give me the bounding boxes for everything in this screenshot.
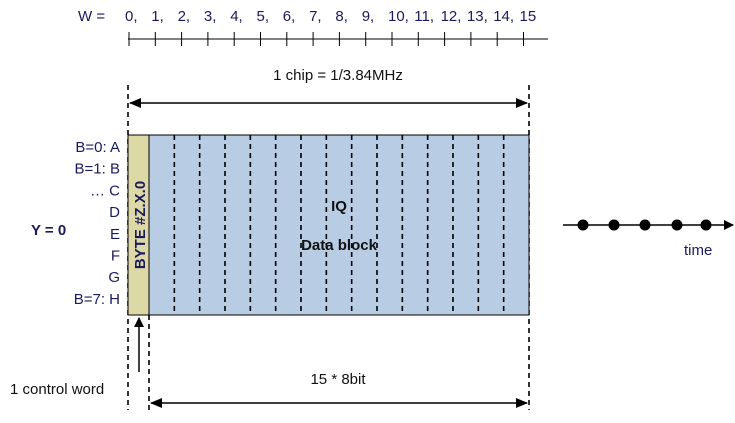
control-byte-label: BYTE #Z.X.0 — [132, 181, 149, 269]
w-tick-label: 12, — [441, 8, 462, 25]
w-tick-label: 8, — [335, 8, 348, 25]
w-axis-label: W = — [78, 8, 105, 25]
time-dot — [639, 219, 651, 231]
time-dot — [671, 219, 683, 231]
w-axis-ticks — [128, 32, 524, 46]
control-byte — [127, 134, 150, 316]
w-tick-label: 10, — [388, 8, 409, 25]
w-tick-label: 13, — [467, 8, 488, 25]
byte-dividers — [173, 135, 505, 315]
w-tick-label: 9, — [362, 8, 375, 25]
bit-label: D — [109, 204, 120, 221]
w-axis-tick-labels: 0, 1, 2, 3, 4, 5, 6, 7, 8, 9, 10, 11, 12, 13, 14, 15 — [125, 8, 536, 25]
w-tick-label: 3, — [204, 8, 217, 25]
w-tick-label: 14, — [493, 8, 514, 25]
bit-label: E — [110, 226, 120, 243]
time-dot — [577, 219, 589, 231]
w-tick-label: 0, — [125, 8, 138, 25]
time-axis-dots — [577, 219, 712, 231]
bit-label: B=0: A — [75, 139, 120, 156]
iq-data-block — [148, 134, 530, 316]
bit-label: F — [111, 248, 120, 265]
bit-label: … C — [90, 182, 120, 199]
bit-label: B=7: H — [74, 291, 120, 308]
time-dot — [700, 219, 712, 231]
bits-length-label: 15 * 8bit — [310, 371, 366, 388]
w-tick-label: 11, — [414, 8, 434, 25]
bit-label: B=1: B — [75, 161, 120, 178]
w-tick-label: 2, — [178, 8, 191, 25]
control-word-label: 1 control word — [10, 381, 104, 398]
w-tick-label: 5, — [257, 8, 270, 25]
chip-duration-label: 1 chip = 1/3.84MHz — [273, 67, 403, 84]
w-tick-label: 15 — [520, 8, 537, 25]
time-label: time — [684, 242, 712, 259]
iq-label: IQ — [331, 198, 347, 215]
y-index-label: Y = 0 — [31, 222, 66, 239]
bit-label: G — [108, 269, 120, 286]
w-tick-label: 7, — [309, 8, 322, 25]
w-tick-label: 1, — [151, 8, 164, 25]
w-tick-label: 6, — [283, 8, 296, 25]
w-tick-label: 4, — [230, 8, 243, 25]
data-block-label: Data block — [301, 237, 378, 254]
time-dot — [608, 219, 620, 231]
